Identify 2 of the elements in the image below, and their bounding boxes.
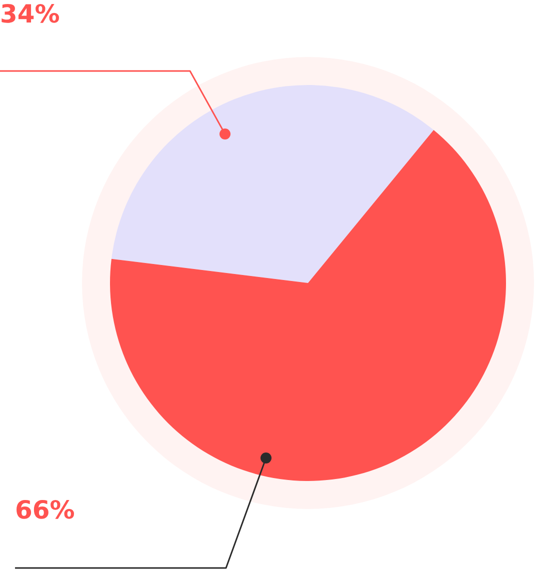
data-label: 34% xyxy=(0,0,60,28)
data-label: 66% xyxy=(15,496,75,524)
